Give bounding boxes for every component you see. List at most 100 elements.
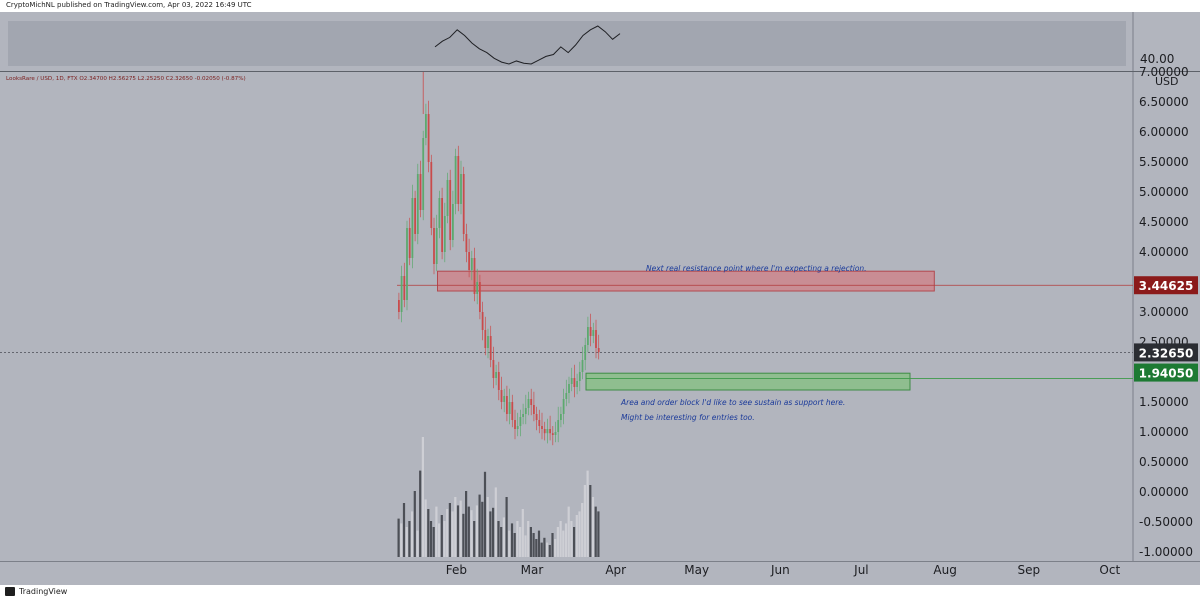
y-tick-label: 6.00000: [1139, 125, 1189, 139]
candle-body: [568, 384, 570, 393]
volume-bar: [432, 527, 435, 557]
volume-bar: [435, 506, 438, 557]
candle-body: [506, 396, 508, 414]
volume-bar: [548, 545, 551, 557]
volume-bar: [513, 533, 516, 557]
candle-body: [462, 174, 465, 234]
candle-body: [562, 399, 565, 414]
y-tick-label: -1.00000: [1139, 545, 1193, 559]
volume-bar: [416, 530, 419, 557]
resistance-zone: [437, 270, 935, 292]
y-tick-label: 0.50000: [1139, 455, 1189, 469]
volume-bar: [456, 505, 460, 557]
candle-body: [554, 432, 557, 435]
candle-body: [443, 216, 446, 252]
candle-body: [565, 393, 568, 399]
volume-bar: [446, 509, 449, 557]
candle-body: [438, 198, 441, 228]
volume-bar: [573, 527, 576, 557]
y-tick-label: 4.00000: [1139, 245, 1189, 259]
indicator-band: [8, 21, 1126, 66]
volume-bar: [411, 511, 414, 557]
symbol-legend: LooksRare / USD, 1D, FTX O2.34700 H2.562…: [6, 76, 246, 82]
volume-bar: [556, 527, 559, 557]
candle-body: [484, 330, 487, 348]
volume-bar: [494, 487, 497, 557]
candle-body: [514, 420, 516, 429]
price-chart[interactable]: 40.00 LooksRare / USD, 1D, FTX O2.34700 H…: [0, 12, 1200, 585]
support-price-label: 1.94050: [1139, 367, 1194, 381]
candle-body: [592, 330, 595, 336]
candle-body: [538, 420, 541, 426]
volume-bar: [581, 503, 584, 557]
candle-body: [468, 252, 470, 270]
volume-bar: [510, 523, 514, 557]
candle-body: [479, 282, 481, 312]
time-axis-background: [0, 561, 1200, 585]
candle-body: [427, 114, 430, 162]
candle-body: [430, 162, 433, 228]
candle-body: [446, 180, 449, 216]
volume-bar: [502, 517, 505, 557]
volume-bar: [486, 497, 489, 557]
volume-bar: [413, 491, 416, 557]
volume-bar: [440, 515, 443, 557]
volume-bar: [492, 507, 495, 557]
candle-body: [587, 327, 589, 345]
volume-bar: [559, 521, 562, 557]
candle-body: [578, 372, 581, 381]
volume-bar: [400, 523, 403, 557]
volume-bar: [427, 509, 430, 557]
volume-bar: [589, 485, 592, 557]
candle-body: [595, 330, 597, 348]
volume-bar: [489, 511, 492, 557]
candle-body: [500, 390, 503, 402]
candle-body: [403, 276, 406, 300]
volume-bar: [408, 521, 411, 557]
volume-bar: [551, 533, 554, 557]
volume-bar: [578, 511, 581, 557]
x-tick-label: Apr: [605, 563, 626, 577]
support-price-label-bg: [1134, 363, 1198, 382]
y-tick-label: 1.50000: [1139, 395, 1189, 409]
candle-body: [435, 228, 438, 264]
y-axis-unit: USD: [1155, 75, 1179, 88]
indicator-line: [434, 25, 621, 65]
volume-bar: [591, 497, 595, 557]
candle-body: [495, 372, 497, 378]
y-tick-label: 3.00000: [1139, 305, 1189, 319]
y-tick-label: 5.50000: [1139, 155, 1189, 169]
indicator-axis-label: 40.00: [1140, 52, 1174, 66]
y-tick-label: 0.00000: [1139, 485, 1189, 499]
candle-body: [473, 258, 476, 294]
candle-body: [527, 399, 530, 408]
last-price-label-bg: [1134, 343, 1198, 362]
volume-bar: [583, 485, 586, 557]
candle-body: [457, 156, 460, 204]
volume-bar: [465, 491, 468, 557]
volume-bar: [424, 499, 427, 557]
candle-body: [433, 228, 435, 264]
candle-body: [454, 156, 457, 204]
candle-body: [508, 402, 511, 414]
candle-body: [441, 198, 443, 252]
volume-bar: [500, 527, 503, 557]
candle-body: [584, 345, 587, 360]
volume-bar: [535, 539, 538, 557]
volume-bar: [532, 533, 535, 557]
candle-body: [492, 360, 495, 378]
x-tick-label: May: [684, 563, 709, 577]
candle-body: [476, 282, 479, 294]
volume-bar: [537, 530, 541, 557]
candle-body: [557, 420, 560, 432]
candle-body: [522, 414, 524, 417]
x-tick-label: Feb: [446, 563, 467, 577]
candle-body: [549, 429, 551, 434]
volume-bar: [443, 521, 446, 557]
volume-bar: [473, 521, 476, 557]
volume-bar: [451, 511, 454, 557]
candle-body: [465, 234, 468, 252]
volume-bar: [516, 521, 519, 557]
candle-body: [573, 378, 576, 387]
candle-body: [489, 336, 492, 360]
